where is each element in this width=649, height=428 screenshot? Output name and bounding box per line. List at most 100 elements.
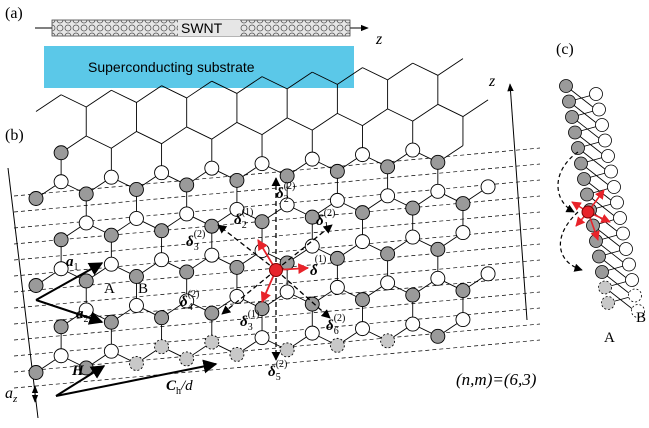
atom-B — [380, 275, 396, 291]
atom-B — [154, 339, 170, 355]
atom-B — [480, 266, 496, 282]
nanotube-label-bg — [178, 20, 240, 36]
atom-B — [154, 252, 170, 268]
H-vector — [55, 365, 106, 397]
panel-a-axis-label: z — [375, 31, 383, 48]
delta1-first-label: δ(1) — [310, 254, 326, 279]
atom-A — [229, 259, 245, 275]
atom-A — [179, 351, 195, 367]
side-atom-B — [622, 257, 636, 272]
bond — [362, 108, 388, 126]
bond — [211, 80, 238, 94]
atom-A — [53, 145, 69, 161]
side-atom-A — [595, 265, 609, 279]
Ch-vector — [55, 359, 218, 397]
side-atom-B — [589, 87, 603, 101]
bond — [286, 117, 313, 131]
atom-A — [304, 296, 320, 312]
bond — [136, 85, 162, 103]
atom-B — [53, 348, 69, 364]
chirality-label: (n,m)=(6,3) — [456, 370, 537, 389]
atom-B — [103, 169, 119, 185]
atom-A — [430, 154, 446, 170]
delta3-second-label: δ3(2) — [186, 229, 205, 253]
atom-A — [455, 283, 471, 299]
panel-label-c: (c) — [556, 41, 574, 58]
panel-a: (a) SWNT z Superconducting substrate — [5, 5, 383, 88]
Ch-label: Ch/d — [166, 378, 193, 397]
atom-A — [204, 218, 220, 234]
atom-A — [455, 196, 471, 212]
atom-A — [405, 287, 421, 303]
atom-B — [430, 270, 446, 286]
bond — [337, 67, 363, 85]
atom-A — [28, 278, 44, 293]
atom-A — [154, 310, 170, 326]
atom-A — [355, 292, 370, 308]
atom-B — [279, 197, 295, 213]
bond — [111, 89, 137, 103]
delta6-second-label: δ6(2) — [326, 313, 345, 337]
atom-B — [179, 206, 195, 222]
atom-A — [329, 337, 345, 353]
side-atom-A — [571, 141, 585, 155]
atom-A — [129, 182, 144, 197]
side-atom-B — [631, 304, 645, 318]
panel-label-a: (a) — [5, 5, 23, 22]
atom-A — [380, 333, 396, 349]
superconducting-substrate — [44, 46, 354, 88]
atom-B — [355, 321, 370, 337]
atom-A — [129, 356, 144, 371]
side-atom-A — [568, 125, 582, 140]
bond — [186, 80, 213, 99]
atom-A — [53, 232, 69, 248]
atom-B — [279, 284, 295, 300]
atom-A — [304, 209, 320, 225]
bond — [261, 117, 288, 136]
atom-B — [329, 192, 345, 208]
atom-B — [380, 188, 396, 204]
delta3-first-label: δ3(1) — [240, 309, 259, 333]
side-site-B-label: B — [636, 310, 646, 326]
side-atom-B — [604, 164, 618, 179]
side-atom-B — [613, 211, 627, 225]
delta2-second-label: δ2(2) — [276, 181, 295, 205]
atom-B — [405, 316, 421, 332]
delta1-second-label: δ1(2) — [316, 208, 335, 232]
panel-b-axis-label: z — [488, 73, 496, 90]
bond — [362, 67, 388, 81]
side-atom-B — [592, 102, 606, 117]
atom-B — [129, 211, 144, 226]
bond — [437, 103, 464, 117]
az-label: az — [5, 385, 18, 405]
atom-B — [455, 225, 471, 241]
H-label: H — [71, 363, 85, 379]
side-atom-A — [577, 172, 591, 186]
atom-B — [229, 201, 245, 217]
site-B-label: B — [138, 281, 148, 297]
atom-A — [53, 319, 69, 335]
atom-B — [304, 325, 320, 341]
atom-B — [355, 234, 370, 250]
panel-label-b: (b) — [5, 127, 24, 144]
bond — [337, 112, 363, 127]
bond — [161, 126, 187, 145]
bond — [437, 58, 464, 76]
side-curved-arrow — [557, 151, 579, 213]
atom-B — [405, 229, 421, 245]
side-atom-A — [580, 187, 594, 202]
delta3-second-arrow — [217, 224, 277, 271]
atom-B — [355, 147, 370, 163]
side-atom-A — [562, 94, 576, 109]
bond — [236, 76, 263, 94]
atom-B — [304, 151, 320, 167]
a1-label: a1 — [66, 254, 79, 273]
atom-A — [78, 273, 94, 289]
atom-B — [254, 330, 270, 346]
atom-B — [103, 343, 119, 359]
side-view-lattice — [557, 79, 645, 318]
atom-A — [103, 314, 119, 330]
side-atom-B — [619, 242, 633, 256]
bond — [387, 62, 413, 81]
side-center-atom — [581, 205, 595, 219]
